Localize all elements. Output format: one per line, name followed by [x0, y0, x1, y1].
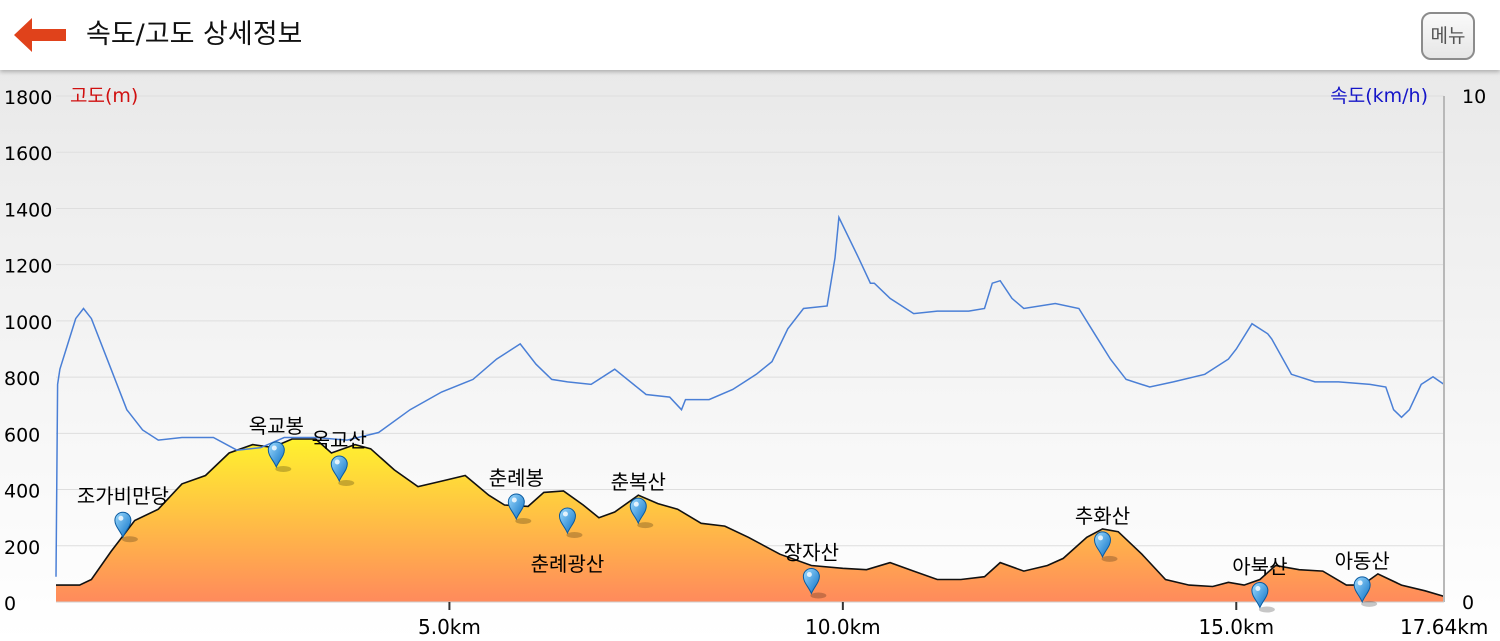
left-tick-label: 200: [4, 537, 40, 559]
waypoint-marker[interactable]: 아북산: [1232, 555, 1287, 613]
menu-button[interactable]: 메뉴: [1421, 12, 1475, 60]
pin-highlight: [334, 459, 340, 465]
waypoint-marker[interactable]: 추화산: [1075, 504, 1130, 562]
pin-shadow: [637, 522, 654, 529]
pin-highlight: [633, 501, 639, 507]
waypoint-marker[interactable]: 옥교봉: [249, 414, 304, 472]
left-tick-label: 800: [4, 368, 40, 390]
right-axis-title: 속도(km/h): [1330, 85, 1428, 107]
left-tick-label: 1200: [4, 256, 52, 278]
left-tick-label: 1600: [4, 143, 52, 165]
right-tick-label: 0: [1462, 592, 1474, 614]
speed-line: [55, 214, 1445, 577]
waypoint-label: 조가비만당: [77, 484, 169, 508]
waypoint-label: 추화산: [1075, 504, 1130, 528]
waypoint-label: 춘복산: [611, 470, 666, 494]
waypoint-label: 장자산: [784, 540, 839, 564]
x-tick-label: 5.0km: [418, 615, 481, 639]
waypoint-marker[interactable]: 아동산: [1335, 549, 1390, 607]
waypoint-label: 아북산: [1232, 555, 1287, 579]
elevation-outline: [56, 438, 1445, 598]
page-title: 속도/고도 상세정보: [86, 19, 303, 50]
elevation-area: [56, 438, 1445, 602]
left-tick-label: 0: [4, 593, 16, 615]
pin-shadow: [1101, 555, 1118, 562]
waypoint-label: 옥교봉: [249, 414, 304, 438]
pin-shadow: [810, 592, 827, 599]
pin-shadow: [1361, 600, 1378, 607]
left-tick-label: 1400: [4, 199, 52, 221]
back-button[interactable]: [8, 12, 72, 58]
elevation-fill: [56, 439, 1444, 602]
pin-shadow: [515, 517, 532, 524]
waypoint-marker[interactable]: 장자산: [784, 540, 839, 599]
pin-shadow: [338, 480, 355, 487]
pin-highlight: [806, 571, 812, 577]
speed-line-layer: [55, 214, 1445, 577]
x-tick-label: 15.0km: [1198, 615, 1274, 639]
pin-shadow: [1258, 606, 1275, 613]
pin-highlight: [1098, 535, 1104, 541]
waypoint-marker[interactable]: 춘복산: [611, 470, 666, 529]
pin-highlight: [1357, 580, 1363, 586]
waypoint-label: 아동산: [1335, 549, 1390, 573]
pin-highlight: [118, 515, 124, 521]
waypoint-label: 춘례광산: [531, 552, 605, 576]
pin-shadow: [121, 536, 138, 543]
app-header: 속도/고도 상세정보 메뉴: [0, 0, 1500, 70]
waypoint-label: 춘례봉: [489, 466, 544, 490]
waypoint-marker[interactable]: 춘례봉: [489, 466, 544, 524]
left-tick-label: 1800: [4, 87, 52, 109]
x-tick-label: 17.64km: [1400, 615, 1488, 639]
waypoint-marker[interactable]: 옥교산: [312, 428, 367, 487]
left-axis-title: 고도(m): [70, 85, 138, 107]
pin-highlight: [562, 511, 568, 517]
pin-shadow: [275, 465, 292, 472]
right-tick-label: 10: [1462, 86, 1486, 108]
elevation-speed-chart: 0 200 400 600 800 1000 1200 1400 1600 1800 0 10 5.0k…: [0, 70, 1500, 641]
waypoint-marker[interactable]: 춘례광산: [531, 507, 605, 576]
waypoint-label: 옥교산: [312, 428, 367, 452]
waypoint-marker[interactable]: 조가비만당: [77, 484, 169, 543]
pin-highlight: [1255, 586, 1261, 592]
axes: 0 200 400 600 800 1000 1200 1400 1600 1800 0 10 5.0k…: [4, 86, 1488, 639]
left-tick-label: 400: [4, 481, 40, 503]
back-arrow-icon: [14, 18, 66, 52]
left-tick-label: 1000: [4, 312, 52, 334]
left-tick-label: 600: [4, 424, 40, 446]
pin-highlight: [271, 445, 277, 451]
x-tick-label: 10.0km: [805, 615, 881, 639]
pin-highlight: [511, 497, 517, 503]
pin-shadow: [566, 532, 583, 539]
